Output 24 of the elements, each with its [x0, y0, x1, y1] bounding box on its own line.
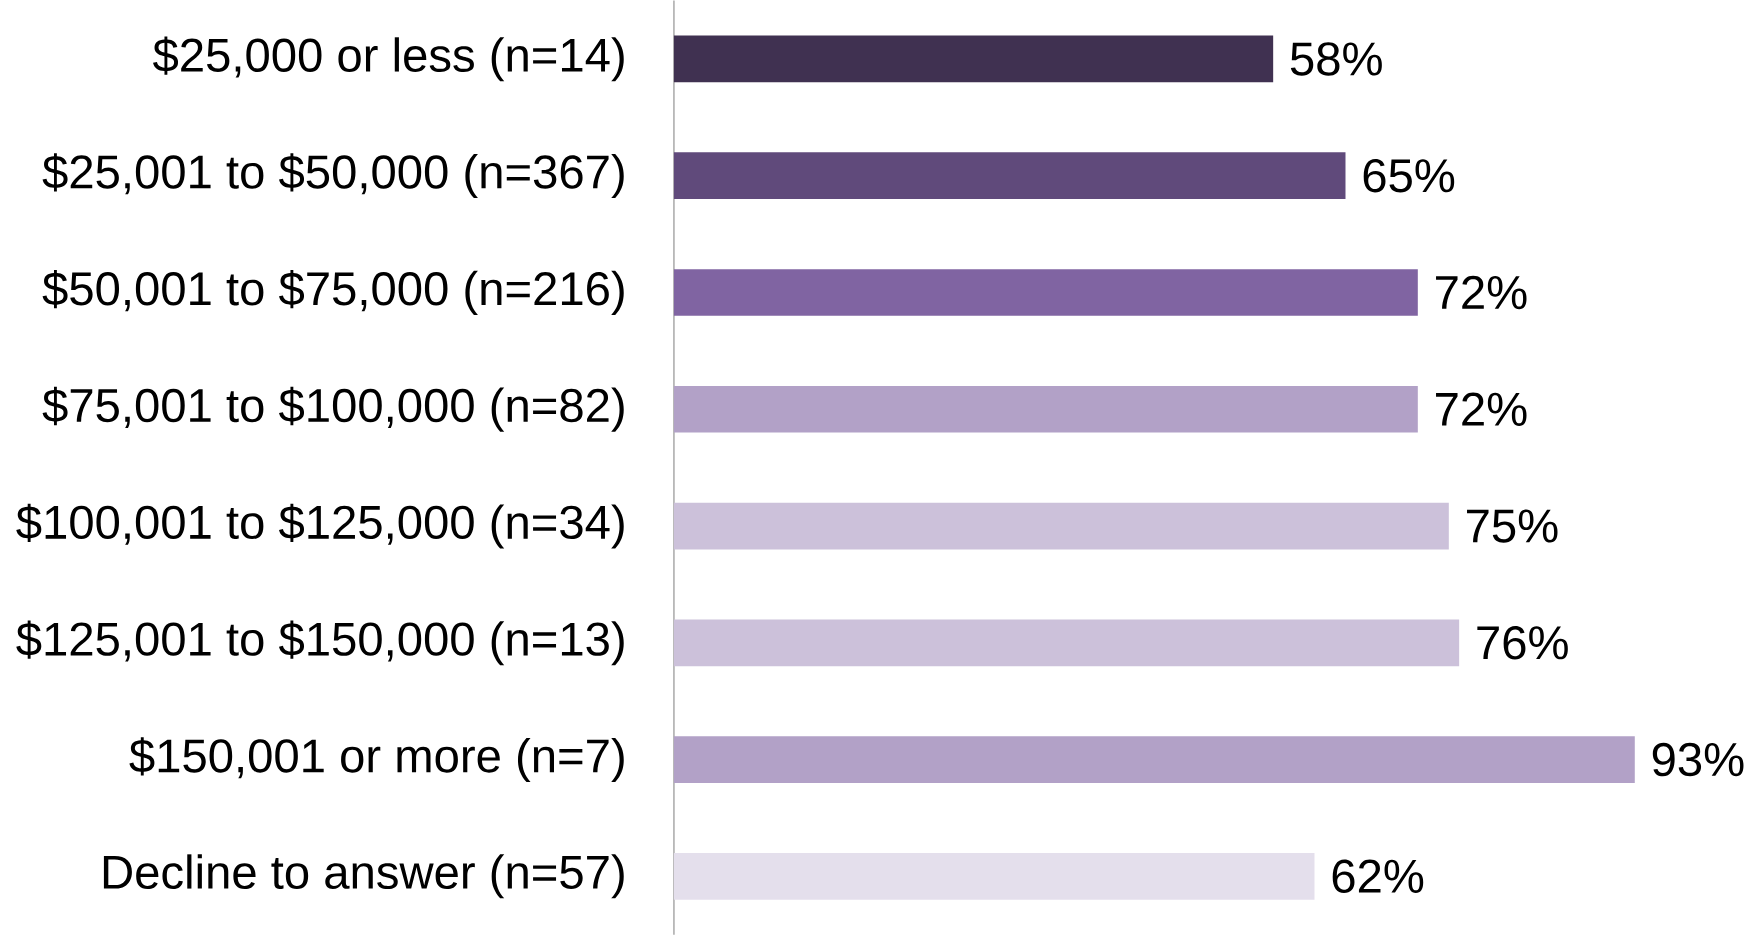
y-tick-label: $25,000 or less (n=14) — [153, 36, 624, 82]
data-label: 72% — [1436, 275, 1527, 309]
data-label: 58% — [1290, 42, 1382, 76]
bar — [673, 619, 1460, 667]
data-label: 65% — [1363, 158, 1455, 193]
bar — [673, 736, 1635, 783]
bar — [673, 385, 1418, 433]
y-tick-label: $150,001 or more (n=7) — [129, 737, 624, 782]
y-tick-label: $25,001 to $50,000 (n=367) — [42, 153, 624, 198]
data-label: 62% — [1332, 859, 1424, 893]
data-label: 76% — [1477, 625, 1568, 660]
y-tick-label: $125,001 to $150,000 (n=13) — [16, 620, 624, 666]
bar — [673, 35, 1274, 83]
bar — [673, 152, 1346, 199]
y-tick-label: $100,001 to $125,000 (n=34) — [16, 503, 624, 549]
y-tick-label: $75,001 to $100,000 (n=82) — [42, 386, 624, 432]
y-tick-label: $50,001 to $75,000 (n=216) — [42, 269, 624, 315]
y-tick-label: Decline to answer (n=57) — [103, 854, 624, 899]
bar — [673, 502, 1449, 550]
data-label: 72% — [1436, 392, 1527, 426]
data-label: 75% — [1467, 509, 1558, 543]
data-label: 93% — [1652, 742, 1744, 777]
bar — [673, 268, 1418, 316]
bar — [673, 852, 1315, 900]
